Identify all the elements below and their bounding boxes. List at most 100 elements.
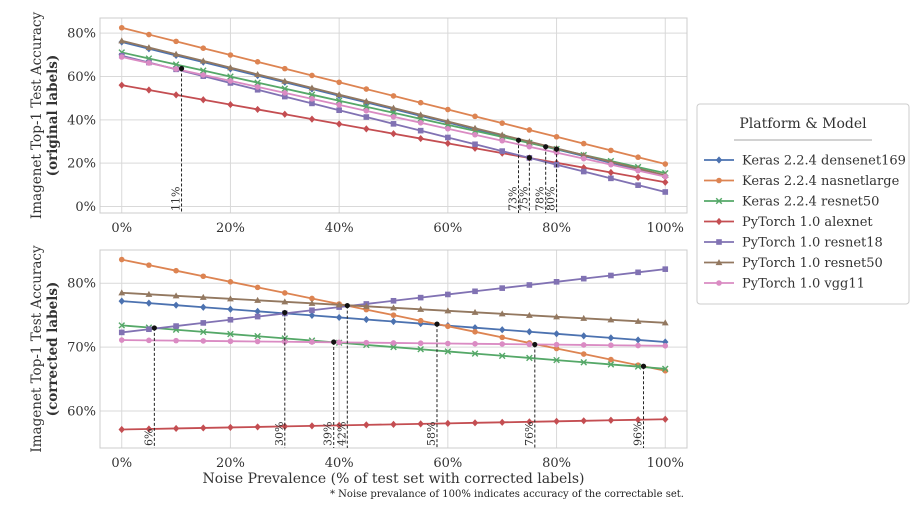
data-point xyxy=(607,416,615,424)
data-point xyxy=(471,350,479,357)
data-point xyxy=(634,416,642,424)
data-point xyxy=(390,121,397,127)
data-point xyxy=(417,111,425,118)
data-point xyxy=(444,139,452,148)
x-tick-label: 0% xyxy=(111,221,132,236)
series-pytorch-1-0-vgg11 xyxy=(118,337,669,349)
legend-entry-keras-2-2-4-nasnetlarge: Keras 2.2.4 nasnetlarge xyxy=(704,174,900,189)
data-point xyxy=(227,338,234,345)
data-point xyxy=(254,86,261,93)
data-point xyxy=(363,86,370,92)
data-point xyxy=(173,323,179,329)
data-point xyxy=(553,330,560,338)
data-point xyxy=(172,91,180,99)
x-axis-label: Noise Prevalence (% of test set with cor… xyxy=(203,471,585,487)
legend-marker xyxy=(715,259,723,266)
data-point xyxy=(390,340,397,346)
x-tick-label: 80% xyxy=(542,456,571,471)
data-point xyxy=(553,417,560,425)
data-point xyxy=(335,301,343,308)
data-point xyxy=(499,120,506,126)
data-point xyxy=(444,348,452,355)
data-point xyxy=(499,148,506,154)
data-point xyxy=(335,120,343,128)
crossover-point xyxy=(553,146,560,152)
legend-marker xyxy=(716,177,722,184)
legend-label: PyTorch 1.0 resnet50 xyxy=(742,256,883,271)
data-point xyxy=(526,127,533,133)
data-point xyxy=(363,339,370,346)
data-point xyxy=(254,70,262,77)
data-point xyxy=(308,91,316,98)
data-point xyxy=(281,65,288,72)
data-point xyxy=(309,96,315,102)
data-point xyxy=(118,322,126,329)
data-point xyxy=(200,320,207,326)
data-point xyxy=(499,418,506,426)
crossover-label: 96% xyxy=(632,422,645,446)
legend-marker xyxy=(716,239,722,245)
data-point xyxy=(145,425,153,433)
data-point xyxy=(607,168,615,177)
data-point xyxy=(309,307,315,314)
data-point xyxy=(390,93,397,99)
data-point xyxy=(525,311,533,318)
crossover-label: 11% xyxy=(170,187,183,211)
plot-frame xyxy=(99,249,688,449)
x-tick-label: 40% xyxy=(325,456,354,471)
legend-entry-pytorch-1-0-vgg11: PyTorch 1.0 vgg11 xyxy=(704,277,865,292)
data-point xyxy=(417,99,424,106)
data-point xyxy=(445,106,451,113)
data-point xyxy=(635,182,641,188)
legend-label: Keras 2.2.4 resnet50 xyxy=(742,195,879,210)
y-axis-label-sub: (original labels) xyxy=(45,55,61,177)
legend-label: Keras 2.2.4 densenet169 xyxy=(742,154,906,169)
data-point xyxy=(335,313,343,322)
data-point xyxy=(472,340,478,347)
data-point xyxy=(146,326,152,333)
legend: Platform & Model Keras 2.2.4 densenet169 K… xyxy=(696,103,910,305)
data-point xyxy=(499,137,506,144)
data-point xyxy=(472,329,478,335)
data-point xyxy=(580,155,587,162)
data-point xyxy=(635,167,641,174)
data-point xyxy=(553,279,560,285)
chart-panel-top: 0% 20% 40% 60% 80% 100% 0% 20% 40% 60% 80% Imagenet… xyxy=(29,12,688,236)
data-point xyxy=(445,340,451,347)
data-point xyxy=(472,288,478,295)
crossover-label: 80% xyxy=(545,187,558,211)
data-point xyxy=(662,343,669,349)
legend-title: Platform & Model xyxy=(739,116,867,132)
legend-label: PyTorch 1.0 resnet18 xyxy=(742,236,883,251)
data-point xyxy=(607,361,615,368)
data-point xyxy=(417,119,424,126)
data-point xyxy=(173,38,179,45)
data-point xyxy=(390,114,397,120)
data-point xyxy=(118,297,125,305)
data-point xyxy=(199,67,207,74)
data-point xyxy=(608,175,614,182)
footnote: * Noise prevalance of 100% indicates acc… xyxy=(330,489,684,500)
crossover-label: 30% xyxy=(273,422,286,446)
data-point xyxy=(526,328,533,336)
legend-marker xyxy=(715,156,723,164)
legend-entry-keras-2-2-4-resnet50: Keras 2.2.4 resnet50 xyxy=(704,195,879,210)
data-point xyxy=(281,298,289,305)
data-point xyxy=(281,85,289,92)
data-point xyxy=(254,105,261,114)
data-point xyxy=(526,282,533,288)
data-point xyxy=(227,73,234,80)
legend-label: PyTorch 1.0 vgg11 xyxy=(742,277,865,292)
data-point xyxy=(227,330,234,338)
legend-entry-keras-2-2-4-densenet169: Keras 2.2.4 densenet169 xyxy=(704,154,906,169)
data-point xyxy=(199,328,207,336)
data-point xyxy=(580,140,587,147)
crossover-point xyxy=(515,137,522,143)
data-point xyxy=(608,147,614,154)
crossover-marker: 78% xyxy=(534,144,549,213)
crossover-label: 42% xyxy=(335,422,348,446)
data-point xyxy=(390,297,397,304)
x-tick-label: 100% xyxy=(647,456,684,471)
data-point xyxy=(254,332,261,340)
data-point xyxy=(390,104,397,111)
